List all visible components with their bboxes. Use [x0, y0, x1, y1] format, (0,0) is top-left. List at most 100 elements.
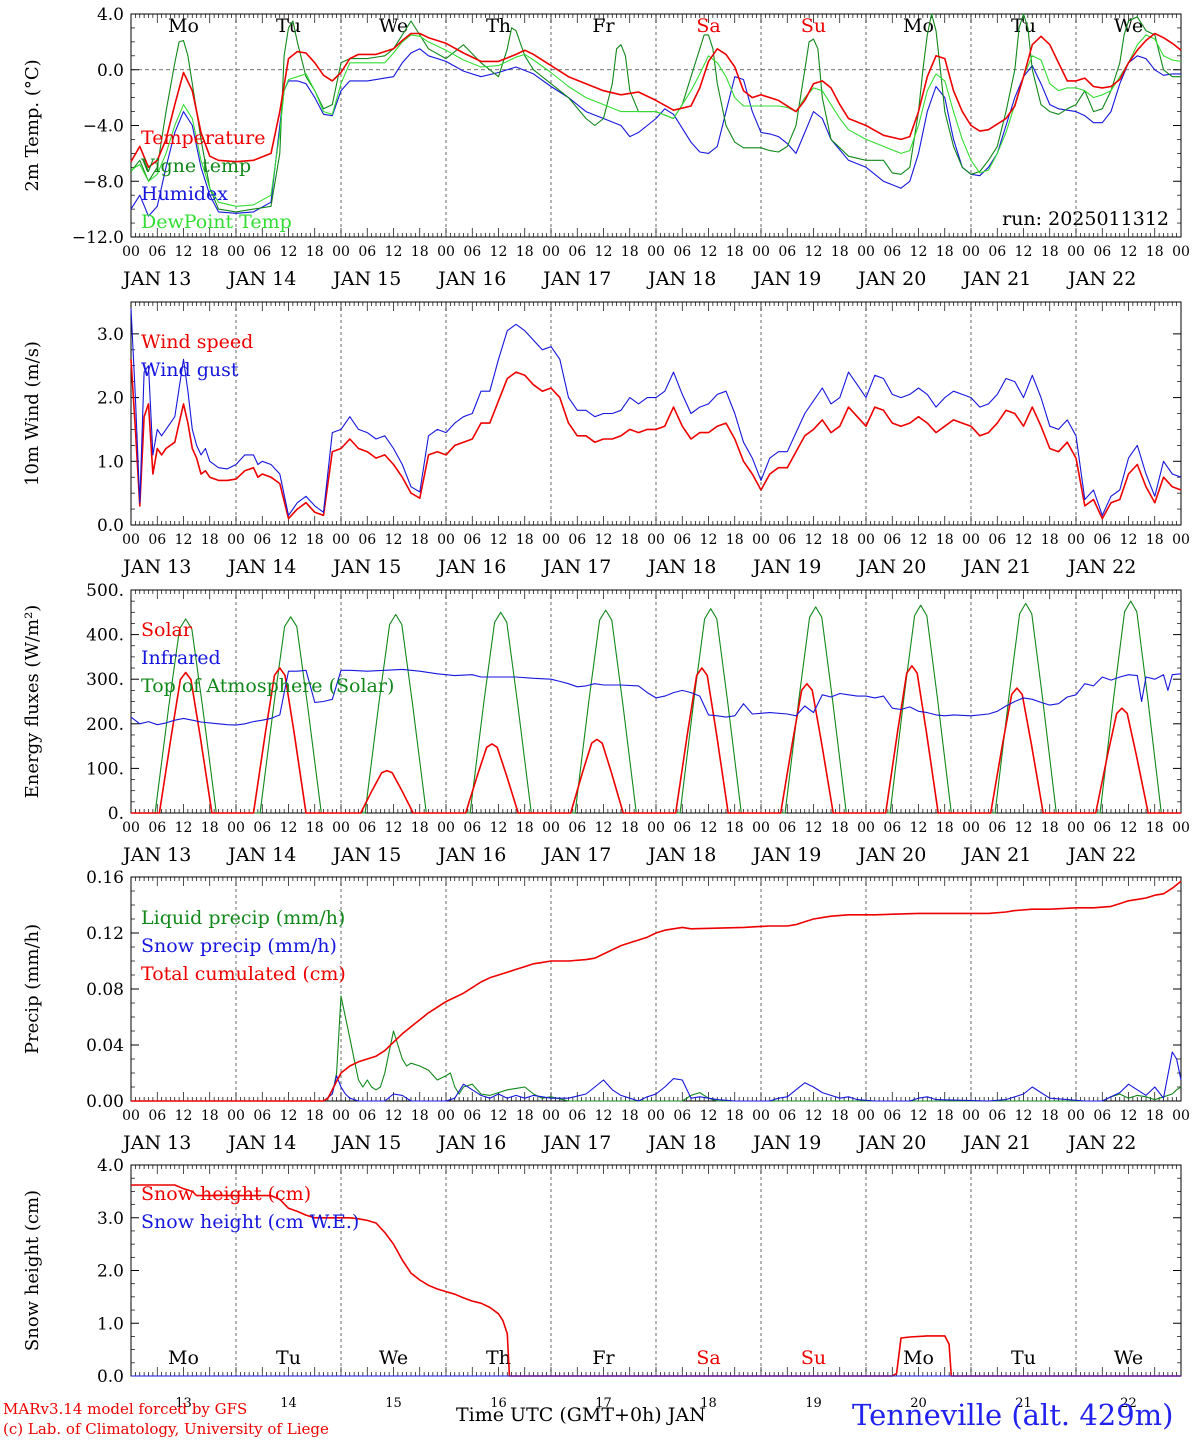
x-hour-label: 18	[201, 820, 219, 836]
x-day-number: 21	[1015, 1396, 1032, 1411]
x-hour-label: 00	[1172, 1108, 1190, 1124]
panel-frame-temp	[130, 13, 1182, 238]
x-hour-label: 00	[647, 244, 665, 260]
x-hour-label: 18	[1041, 532, 1059, 548]
x-hour-label: 06	[778, 244, 796, 260]
x-hour-label: 12	[595, 1108, 613, 1124]
x-hour-label: 18	[1041, 820, 1059, 836]
x-hour-label: 00	[1067, 820, 1085, 836]
y-tick-label: 4.0	[97, 5, 124, 25]
x-hour-label: 12	[1120, 1108, 1138, 1124]
x-hour-label: 00	[332, 1108, 350, 1124]
y-axis-title-snow: Snow height (cm)	[22, 1190, 43, 1351]
legend-entry: Liquid precip (mm/h)	[141, 907, 345, 929]
x-hour-label: 00	[122, 532, 140, 548]
y-tick-label: 400.	[86, 626, 124, 646]
x-hour-label: 18	[621, 820, 639, 836]
x-hour-label: 06	[883, 244, 901, 260]
day-of-week-label: Mo	[168, 1347, 199, 1369]
day-of-week-label: Sa	[696, 1347, 720, 1369]
run-label: run: 2025011312	[1002, 208, 1169, 230]
x-date-label: JAN 17	[541, 556, 611, 578]
x-hour-label: 12	[805, 820, 823, 836]
x-hour-label: 12	[280, 820, 298, 836]
x-hour-label: 12	[910, 1108, 928, 1124]
y-tick-label: 3.0	[97, 1209, 124, 1229]
x-hour-label: 18	[936, 532, 954, 548]
series-line-infrared	[130, 668, 1182, 726]
x-date-label: JAN 16	[436, 556, 506, 578]
x-hour-label: 00	[857, 244, 875, 260]
x-hour-label: 18	[936, 820, 954, 836]
x-hour-label: 18	[1146, 532, 1164, 548]
x-day-number: 16	[490, 1396, 507, 1411]
x-date-label: JAN 22	[1066, 268, 1136, 290]
x-hour-label: 18	[516, 532, 534, 548]
day-of-week-label: Mo	[903, 1347, 934, 1369]
y-tick-label: 1.0	[97, 452, 124, 472]
x-hour-label: 12	[385, 244, 403, 260]
x-date-label: JAN 19	[751, 844, 821, 866]
x-hour-label: 06	[778, 1108, 796, 1124]
x-date-label: JAN 19	[751, 556, 821, 578]
x-hour-label: 12	[490, 244, 508, 260]
y-tick-label: 0.	[108, 804, 124, 824]
x-date-label: JAN 22	[1066, 1132, 1136, 1154]
x-hour-label: 12	[805, 244, 823, 260]
x-date-label: JAN 15	[331, 556, 401, 578]
x-hour-label: 06	[358, 820, 376, 836]
x-hour-label: 00	[332, 820, 350, 836]
day-of-week-label: Fr	[592, 15, 615, 37]
x-hour-label: 00	[227, 244, 245, 260]
x-hour-label: 18	[936, 244, 954, 260]
day-of-week-label: Tu	[1011, 15, 1036, 37]
x-hour-label: 12	[805, 532, 823, 548]
day-of-week-label: We	[1114, 15, 1143, 37]
x-hour-label: 18	[621, 532, 639, 548]
y-tick-label: 500.	[86, 581, 124, 601]
x-hour-label: 00	[227, 1108, 245, 1124]
x-hour-label: 00	[647, 820, 665, 836]
day-of-week-label: Th	[486, 1347, 511, 1369]
x-hour-label: 12	[1015, 1108, 1033, 1124]
x-hour-label: 18	[936, 1108, 954, 1124]
x-hour-label: 12	[700, 820, 718, 836]
x-day-number: 19	[805, 1396, 822, 1411]
legend-entry: Snow precip (mm/h)	[141, 935, 337, 957]
series-line-wind-speed	[130, 359, 1182, 520]
x-date-label: JAN 19	[751, 268, 821, 290]
x-date-label: JAN 21	[961, 556, 1031, 578]
x-hour-label: 18	[831, 1108, 849, 1124]
y-tick-label: −8.0	[83, 172, 124, 192]
x-hour-label: 12	[175, 1108, 193, 1124]
x-hour-label: 18	[306, 532, 324, 548]
x-hour-label: 00	[857, 820, 875, 836]
x-hour-label: 06	[1093, 1108, 1111, 1124]
x-hour-label: 06	[358, 1108, 376, 1124]
x-hour-label: 06	[1093, 820, 1111, 836]
x-hour-label: 06	[148, 820, 166, 836]
x-hour-label: 12	[595, 532, 613, 548]
series-line-dewpoint-temp	[130, 34, 1182, 207]
x-hour-label: 18	[726, 244, 744, 260]
legend-entry: Top of Atmosphere (Solar)	[141, 675, 394, 697]
x-hour-label: 06	[148, 244, 166, 260]
x-hour-label: 12	[1120, 820, 1138, 836]
y-tick-label: 0.0	[97, 1367, 124, 1387]
x-hour-label: 06	[988, 244, 1006, 260]
series-line-vigne-temp	[130, 13, 1181, 213]
x-day-number: 17	[595, 1396, 612, 1411]
x-hour-label: 18	[831, 820, 849, 836]
x-axis-label: Time UTC (GMT+0h) JAN	[456, 1404, 706, 1426]
x-hour-label: 00	[647, 1108, 665, 1124]
x-hour-label: 00	[962, 532, 980, 548]
x-hour-label: 00	[332, 532, 350, 548]
x-hour-label: 00	[542, 820, 560, 836]
x-hour-label: 00	[1172, 532, 1190, 548]
y-tick-label: 300.	[86, 670, 124, 690]
x-date-label: JAN 18	[646, 844, 716, 866]
x-hour-label: 06	[358, 244, 376, 260]
x-date-label: JAN 13	[121, 268, 191, 290]
day-of-week-label: We	[379, 15, 408, 37]
